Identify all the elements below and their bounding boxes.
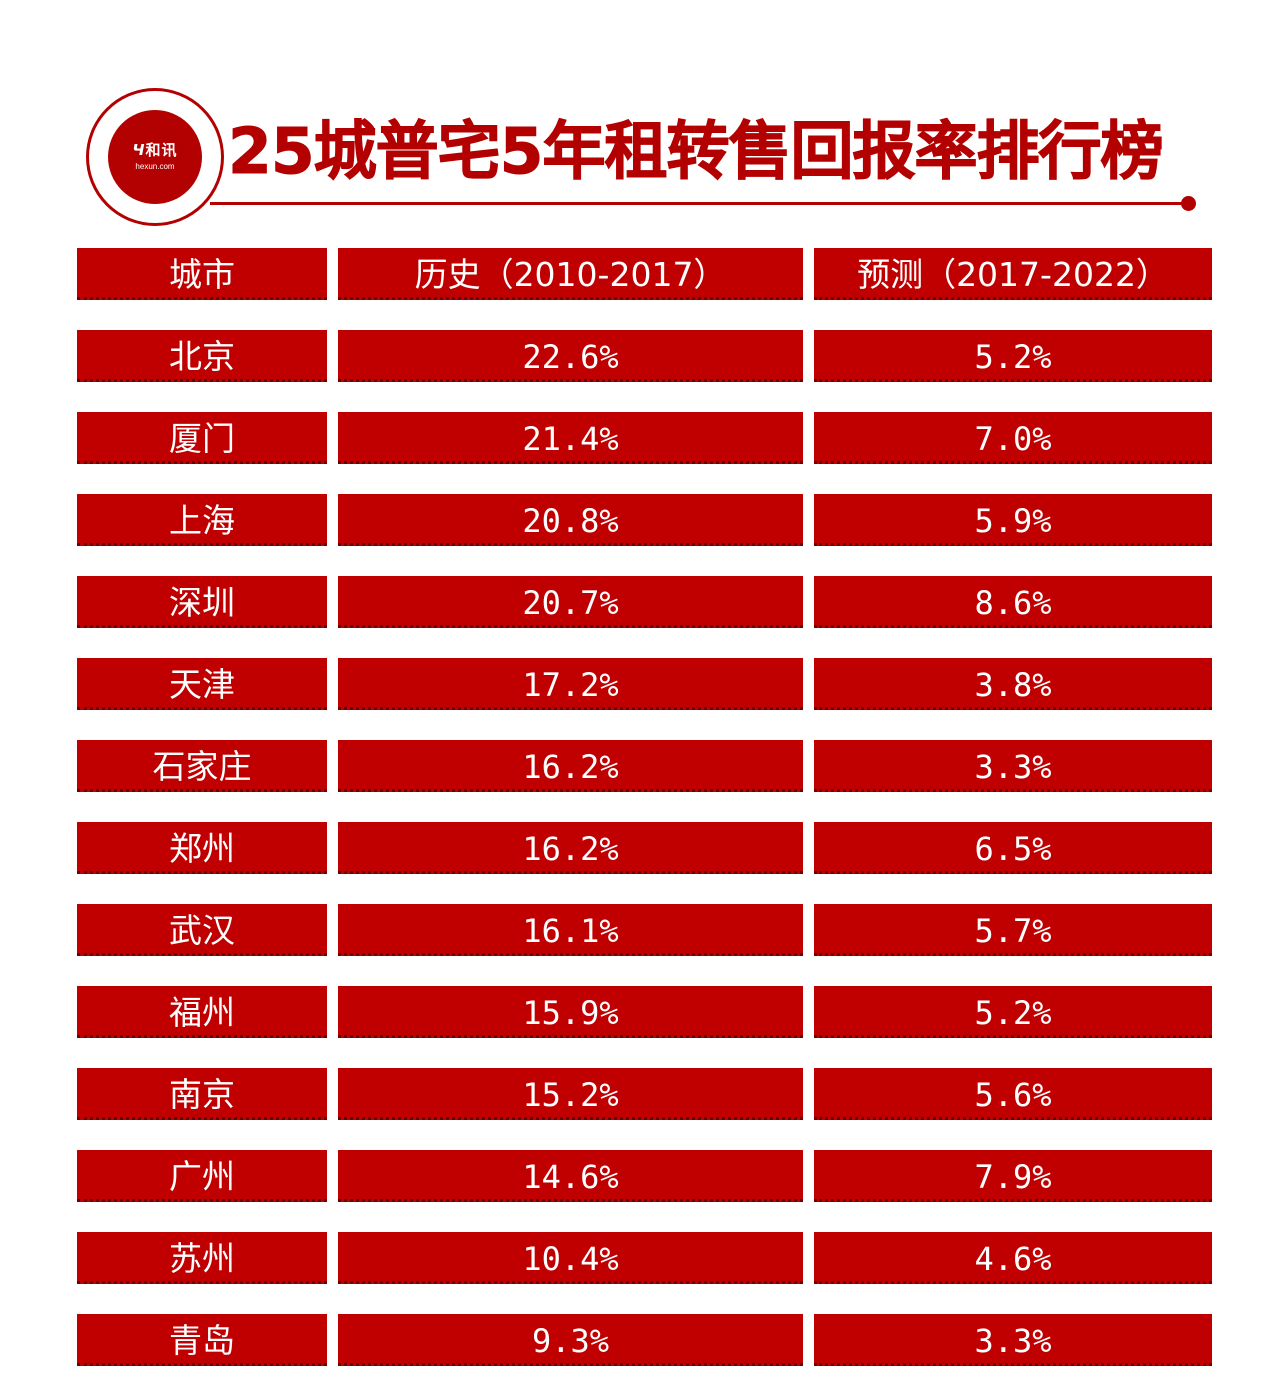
forecast-cell: 4.6%	[814, 1232, 1212, 1284]
city-cell: 广州	[77, 1150, 327, 1202]
city-cell: 青岛	[77, 1314, 327, 1366]
logo-name: 和讯	[145, 141, 178, 159]
city-cell: 深圳	[77, 576, 327, 628]
city-cell: 上海	[77, 494, 327, 546]
logo-wordmark: Ч和讯	[108, 142, 202, 158]
history-cell: 10.4%	[338, 1232, 803, 1284]
history-cell: 21.4%	[338, 412, 803, 464]
forecast-cell: 8.6%	[814, 576, 1212, 628]
table-row: 苏州 10.4% 4.6%	[0, 1232, 1280, 1284]
history-cell: 14.6%	[338, 1150, 803, 1202]
history-cell: 16.2%	[338, 822, 803, 874]
table-row: 郑州 16.2% 6.5%	[0, 822, 1280, 874]
title-underline	[210, 202, 1186, 205]
header-history: 历史（2010-2017）	[338, 248, 803, 300]
table-row: 福州 15.9% 5.2%	[0, 986, 1280, 1038]
history-cell: 17.2%	[338, 658, 803, 710]
city-cell: 苏州	[77, 1232, 327, 1284]
history-cell: 15.9%	[338, 986, 803, 1038]
history-cell: 16.2%	[338, 740, 803, 792]
forecast-cell: 3.8%	[814, 658, 1212, 710]
hexun-logo: Ч和讯 hexun.com	[108, 110, 202, 204]
city-cell: 石家庄	[77, 740, 327, 792]
forecast-cell: 5.2%	[814, 330, 1212, 382]
title-underline-dot	[1181, 196, 1196, 211]
header: Ч和讯 hexun.com 25城普宅5年租转售回报率排行榜	[0, 0, 1280, 230]
table-row: 广州 14.6% 7.9%	[0, 1150, 1280, 1202]
table-row: 南京 15.2% 5.6%	[0, 1068, 1280, 1120]
table-row: 厦门 21.4% 7.0%	[0, 412, 1280, 464]
history-cell: 16.1%	[338, 904, 803, 956]
forecast-cell: 7.0%	[814, 412, 1212, 464]
forecast-cell: 5.7%	[814, 904, 1212, 956]
city-cell: 武汉	[77, 904, 327, 956]
city-cell: 福州	[77, 986, 327, 1038]
table-row: 武汉 16.1% 5.7%	[0, 904, 1280, 956]
table-row: 青岛 9.3% 3.3%	[0, 1314, 1280, 1366]
header-city: 城市	[77, 248, 327, 300]
history-cell: 22.6%	[338, 330, 803, 382]
logo-mark-icon: Ч	[132, 141, 146, 159]
history-cell: 20.8%	[338, 494, 803, 546]
table-row: 天津 17.2% 3.8%	[0, 658, 1280, 710]
forecast-cell: 3.3%	[814, 1314, 1212, 1366]
city-cell: 厦门	[77, 412, 327, 464]
forecast-cell: 3.3%	[814, 740, 1212, 792]
city-cell: 天津	[77, 658, 327, 710]
forecast-cell: 5.9%	[814, 494, 1212, 546]
table-row: 北京 22.6% 5.2%	[0, 330, 1280, 382]
header-forecast: 预测（2017-2022）	[814, 248, 1212, 300]
city-cell: 郑州	[77, 822, 327, 874]
table-row: 深圳 20.7% 8.6%	[0, 576, 1280, 628]
history-cell: 9.3%	[338, 1314, 803, 1366]
table-row: 上海 20.8% 5.9%	[0, 494, 1280, 546]
table-row: 石家庄 16.2% 3.3%	[0, 740, 1280, 792]
logo-url: hexun.com	[135, 162, 175, 171]
forecast-cell: 6.5%	[814, 822, 1212, 874]
forecast-cell: 5.2%	[814, 986, 1212, 1038]
table-header-row: 城市 历史（2010-2017） 预测（2017-2022）	[0, 248, 1280, 300]
city-cell: 南京	[77, 1068, 327, 1120]
history-cell: 15.2%	[338, 1068, 803, 1120]
page-title: 25城普宅5年租转售回报率排行榜	[228, 115, 1165, 189]
city-cell: 北京	[77, 330, 327, 382]
forecast-cell: 7.9%	[814, 1150, 1212, 1202]
forecast-cell: 5.6%	[814, 1068, 1212, 1120]
history-cell: 20.7%	[338, 576, 803, 628]
